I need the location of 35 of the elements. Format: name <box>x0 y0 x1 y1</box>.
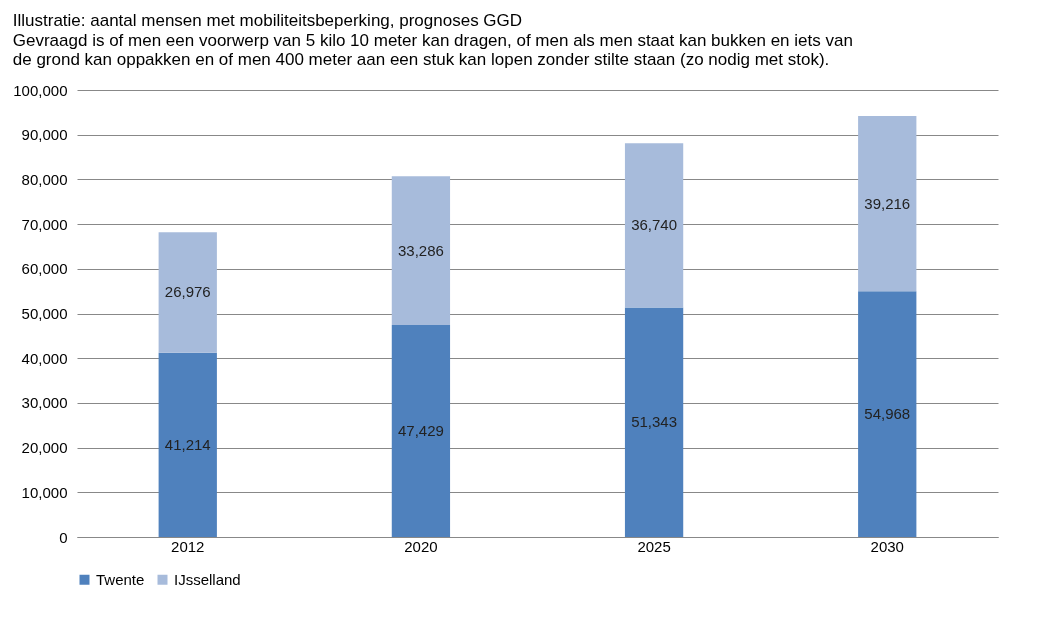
data-label: 39,216 <box>864 194 911 212</box>
y-tick-label: 60,000 <box>21 260 68 278</box>
data-label: 54,968 <box>864 405 911 423</box>
y-tick-label: 40,000 <box>21 349 68 367</box>
x-tick-label: 2025 <box>637 537 671 555</box>
data-label: 36,740 <box>631 216 678 234</box>
bar <box>158 352 217 537</box>
y-tick-label: 20,000 <box>21 439 68 457</box>
data-label: 26,976 <box>164 283 211 301</box>
y-tick-label: 80,000 <box>21 170 68 188</box>
y-tick-label: 50,000 <box>21 305 68 322</box>
y-tick-label: 30,000 <box>21 394 68 412</box>
chart-title: Illustratie: aantal mensen met mobiliteitsbeperking, prognoses GGD <box>12 11 523 30</box>
y-tick-label: 100,000 <box>13 81 68 99</box>
x-tick-label: 2020 <box>404 537 438 555</box>
x-tick-label: 2030 <box>870 537 904 555</box>
bar <box>391 176 451 325</box>
y-tick-label: 70,000 <box>21 215 68 233</box>
x-tick-label: 2012 <box>171 537 205 555</box>
bar <box>624 307 684 537</box>
bar <box>391 324 451 537</box>
y-tick-label: 90,000 <box>21 126 68 144</box>
y-tick-label: 10,000 <box>21 483 68 501</box>
data-label: 51,343 <box>631 413 678 431</box>
data-label: 47,429 <box>397 422 444 439</box>
y-tick-label: 0 <box>59 528 68 546</box>
bar <box>158 232 217 353</box>
legend-label: IJsselland <box>174 570 241 588</box>
bar <box>858 291 917 537</box>
data-label: 41,214 <box>164 435 211 453</box>
legend-label: Twente <box>96 570 145 588</box>
data-label: 33,286 <box>397 241 444 259</box>
chart-subtitle: Gevraagd is of men een voorwerp van 5 kilo 10 meter kan dragen, of men als men staat kan bukken en iets van de grond kan oppakken en of men 400 meter aan een stuk kan lopen zonder stilte staan (zo nodig met stok). <box>12 31 853 69</box>
bar <box>624 143 684 308</box>
bar <box>858 116 917 292</box>
